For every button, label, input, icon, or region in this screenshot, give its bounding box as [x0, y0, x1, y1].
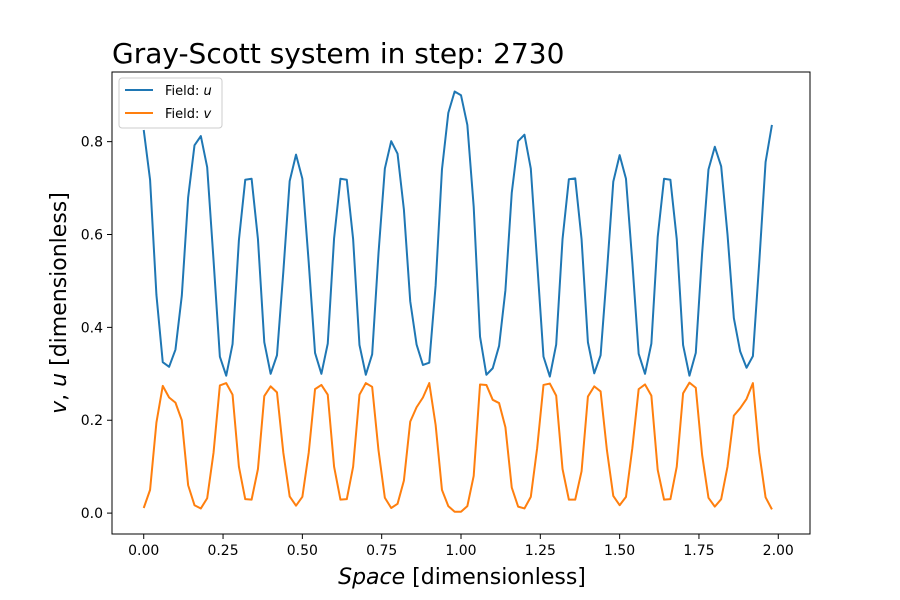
y-tick-label: 0.6 — [81, 228, 103, 244]
legend-label-u-prefix: Field: — [165, 84, 204, 99]
legend-label-u-var: u — [204, 84, 212, 99]
legend-label-v: Field: v — [165, 107, 212, 122]
y-axis-label-v: v — [47, 400, 72, 414]
axes-frame — [111, 71, 811, 535]
y-axis-label-rest: [dimensionless] — [47, 192, 72, 373]
x-tick-label: 2.00 — [763, 543, 794, 559]
x-axis-label: Space [dimensionless] — [338, 565, 586, 590]
x-tick-label: 0.00 — [128, 543, 159, 559]
chart-title: Gray-Scott system in step: 2730 — [112, 37, 564, 70]
x-tick-label: 1.00 — [445, 543, 476, 559]
legend-label-u: Field: u — [165, 84, 212, 99]
plot-area — [111, 71, 811, 535]
x-axis-ticks: 0.00 0.25 0.50 0.75 1.00 1.25 1.50 1.75 2.00 — [128, 534, 794, 559]
y-tick-label: 0.0 — [81, 506, 103, 522]
legend-label-v-prefix: Field: — [165, 107, 204, 122]
y-axis-label-sep: , — [47, 387, 72, 401]
x-tick-label: 1.25 — [525, 543, 556, 559]
legend: Field: u Field: v — [118, 77, 223, 129]
y-axis-label: v, u [dimensionless] — [47, 192, 72, 414]
y-axis-label-u: u — [47, 373, 72, 387]
series-lines — [142, 90, 773, 513]
y-tick-label: 0.4 — [81, 320, 103, 336]
x-axis-label-italic: Space — [338, 565, 405, 590]
y-tick-label: 0.2 — [81, 413, 103, 429]
x-tick-label: 0.25 — [207, 543, 238, 559]
x-tick-label: 1.50 — [604, 543, 635, 559]
y-axis-ticks: 0.0 0.2 0.4 0.6 0.8 — [81, 135, 112, 522]
x-axis-label-rest: [dimensionless] — [405, 565, 586, 590]
x-tick-label: 0.50 — [287, 543, 318, 559]
legend-label-v-var: v — [204, 107, 212, 122]
series-line-v — [142, 381, 773, 513]
y-tick-label: 0.8 — [81, 135, 103, 151]
x-tick-label: 1.75 — [683, 543, 714, 559]
x-tick-label: 0.75 — [366, 543, 397, 559]
series-line-u — [142, 90, 773, 378]
